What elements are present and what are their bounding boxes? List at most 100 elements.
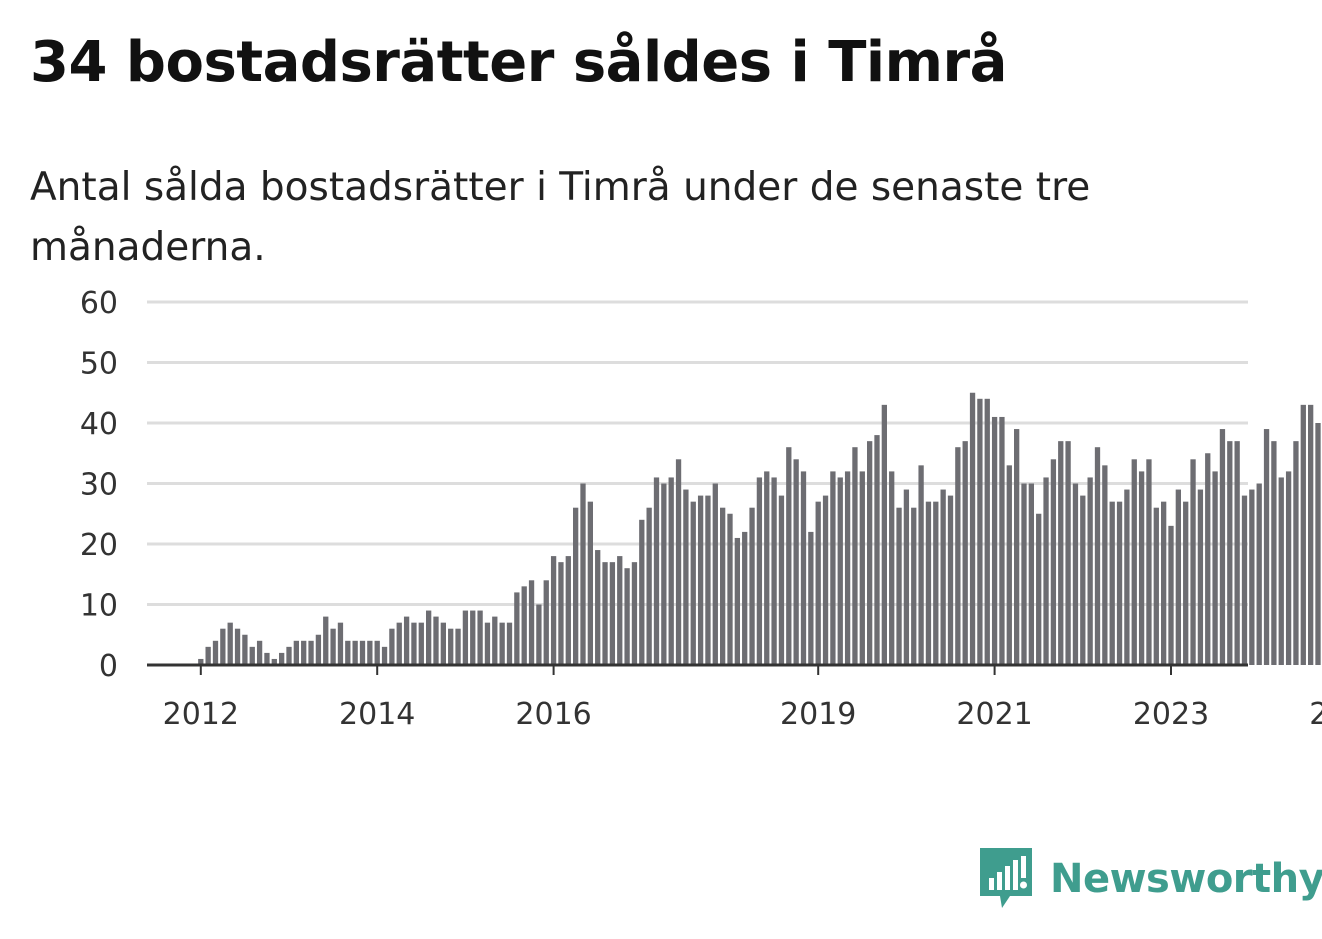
bar xyxy=(499,622,505,665)
gridlines xyxy=(147,300,1248,606)
bar xyxy=(315,634,322,665)
bar xyxy=(308,640,314,665)
bar xyxy=(1256,483,1262,665)
bar xyxy=(521,586,527,665)
bar xyxy=(933,501,939,665)
bar xyxy=(712,483,718,665)
bar xyxy=(881,404,887,665)
bar xyxy=(742,531,748,665)
bar xyxy=(1315,423,1321,665)
bar xyxy=(955,447,961,665)
bar xyxy=(1080,495,1086,665)
bar xyxy=(1036,513,1042,665)
bar xyxy=(903,489,910,665)
bar xyxy=(756,477,763,665)
bar xyxy=(837,477,843,665)
bar xyxy=(1263,429,1270,665)
bar xyxy=(1058,441,1064,665)
bar xyxy=(587,501,593,665)
x-tick-label: 2012 xyxy=(163,697,239,732)
bar xyxy=(1153,507,1159,665)
y-tick-label: 50 xyxy=(80,347,118,382)
bar xyxy=(234,628,241,665)
bar xyxy=(749,507,755,665)
bar xyxy=(844,471,851,665)
bar xyxy=(918,465,924,665)
bar xyxy=(1285,471,1292,665)
bar xyxy=(1168,525,1174,665)
bar xyxy=(896,507,902,665)
labels: 0 10 20 30 40 50 60 2012 2014 2016 2019 2021 2023 202… xyxy=(80,286,1322,732)
bar xyxy=(514,592,520,665)
bar xyxy=(925,501,932,665)
bar xyxy=(771,477,777,665)
bar xyxy=(1087,477,1093,665)
bar xyxy=(977,398,983,665)
bar xyxy=(808,531,814,665)
bar xyxy=(323,616,329,665)
bar xyxy=(617,556,623,665)
bar xyxy=(1028,483,1034,665)
bar xyxy=(374,640,380,665)
bar xyxy=(764,471,770,665)
x-tick-label: 2019 xyxy=(780,697,856,732)
bar xyxy=(991,416,998,665)
axes xyxy=(147,663,1248,675)
chart-subtitle: Antal sålda bostadsrätter i Timrå under … xyxy=(30,165,1091,270)
bar xyxy=(1219,429,1226,665)
bar xyxy=(1227,441,1233,665)
bar xyxy=(778,495,785,665)
bar xyxy=(683,489,689,665)
bar xyxy=(874,435,880,665)
bar xyxy=(697,495,704,665)
bar xyxy=(484,622,491,665)
bar xyxy=(558,562,564,665)
bar xyxy=(1241,495,1248,665)
bar xyxy=(1006,465,1012,665)
bar xyxy=(668,477,674,665)
bar xyxy=(727,513,733,665)
bar xyxy=(440,622,446,665)
bar xyxy=(279,652,285,665)
bar xyxy=(984,398,990,665)
bar xyxy=(911,507,917,665)
bar xyxy=(330,628,336,665)
bar xyxy=(1124,489,1130,665)
bar xyxy=(646,507,652,665)
x-tick-label: 2023 xyxy=(1133,697,1209,732)
y-tick-label: 20 xyxy=(80,528,118,563)
bar xyxy=(705,495,711,665)
x-tick-label: 2016 xyxy=(515,697,591,732)
bar xyxy=(1138,471,1145,665)
bar xyxy=(962,441,968,665)
bar xyxy=(198,658,204,665)
bar xyxy=(403,616,410,665)
bar xyxy=(433,616,439,665)
y-tick-label: 40 xyxy=(80,407,118,442)
bar xyxy=(1161,501,1167,665)
bar xyxy=(1190,459,1196,665)
bar xyxy=(822,495,829,665)
bar xyxy=(227,622,233,665)
bar xyxy=(1183,501,1189,665)
bar xyxy=(477,610,483,665)
bar xyxy=(242,634,248,665)
bar xyxy=(969,392,976,665)
bar xyxy=(690,501,696,665)
bar xyxy=(675,459,682,665)
bar xyxy=(1072,483,1079,665)
bar xyxy=(1021,483,1027,665)
bar xyxy=(1116,501,1123,665)
bar xyxy=(639,519,645,665)
bar xyxy=(1249,489,1255,665)
bar xyxy=(470,610,476,665)
bar xyxy=(830,471,836,665)
bar xyxy=(389,628,395,665)
bar-chart-speech-bubble-icon xyxy=(980,848,1032,908)
bar xyxy=(1094,447,1101,665)
bar xyxy=(800,471,807,665)
bar xyxy=(867,441,873,665)
y-tick-label: 0 xyxy=(99,649,118,684)
bar xyxy=(1175,489,1181,665)
y-tick-label: 30 xyxy=(80,468,118,503)
